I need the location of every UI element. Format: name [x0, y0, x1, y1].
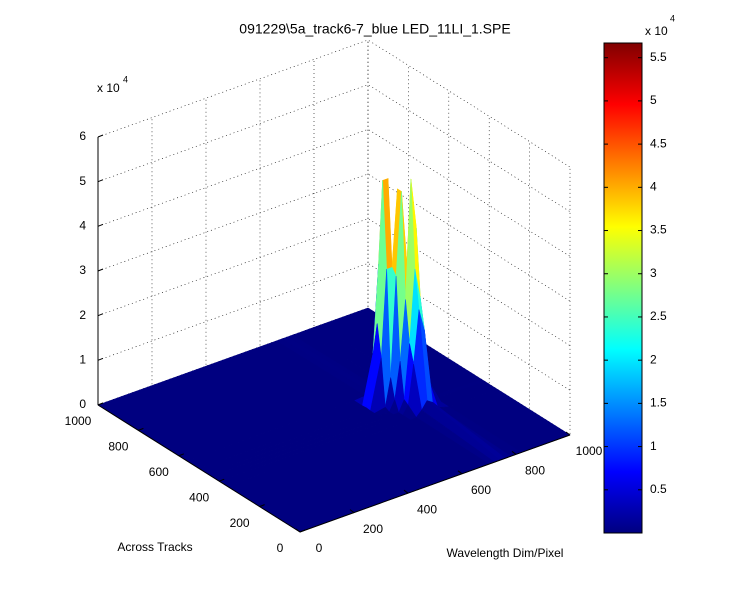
x-tick-label: 600 — [471, 483, 491, 497]
z-tick — [97, 313, 104, 317]
z-tick-label: 6 — [79, 129, 86, 143]
x-tick-label: 200 — [363, 522, 383, 536]
y-tick — [219, 478, 225, 482]
colorbar-tick-label: 3.5 — [650, 223, 667, 237]
z-tick-label: 3 — [79, 263, 86, 277]
chart-title: 091229\5a_track6-7_blue LED_11LI_1.SPE — [239, 21, 510, 37]
y-tick-label: 1000 — [65, 414, 92, 428]
y-tick-label: 600 — [149, 465, 169, 479]
colorbar-tick-label: 2 — [650, 352, 657, 366]
z-tick — [97, 268, 104, 272]
x-axis-label: Wavelength Dim/Pixel — [447, 546, 564, 560]
z-tick-label: 1 — [79, 353, 86, 367]
z-tick — [97, 134, 104, 138]
colorbar-tick-label: 1.5 — [650, 396, 667, 410]
z-tick — [97, 179, 104, 183]
y-tick — [259, 504, 265, 508]
x-tick — [457, 470, 463, 475]
x-tick — [349, 509, 355, 513]
surface — [97, 178, 571, 533]
y-tick — [299, 529, 306, 533]
x-tick — [511, 450, 517, 455]
colorbar-tick-label: 2.5 — [650, 309, 667, 323]
z-tick-label: 4 — [79, 219, 86, 233]
y-tick-label: 800 — [108, 440, 128, 454]
z-tick-label: 2 — [79, 308, 86, 322]
x-axis-line — [299, 434, 571, 533]
y-tick — [178, 453, 184, 457]
colorbar — [603, 42, 643, 534]
x-tick — [403, 489, 409, 494]
y-tick-label: 200 — [230, 516, 250, 530]
z-tick — [97, 223, 104, 227]
colorbar-tick-label: 5.5 — [650, 50, 667, 64]
colorbar-exponent: 4 — [670, 13, 675, 23]
y-axis-label: Across Tracks — [117, 540, 192, 554]
colorbar-tick-label: 1 — [650, 439, 657, 453]
z-exponent: 4 — [123, 74, 128, 84]
z-tick — [97, 357, 104, 361]
x-tick — [565, 431, 571, 436]
colorbar-tick-label: 4 — [650, 179, 657, 193]
colorbar-tick-label: 4.5 — [650, 136, 667, 150]
colorbar-multiplier: x 10 — [645, 24, 668, 38]
z-multiplier: x 10 — [97, 81, 120, 95]
x-tick-label: 400 — [417, 502, 437, 516]
colorbar-tick-label: 3 — [650, 266, 657, 280]
x-tick — [295, 528, 301, 533]
x-tick-label: 1000 — [576, 444, 603, 458]
colorbar-tick-label: 5 — [650, 93, 657, 107]
z-tick-label: 0 — [79, 397, 86, 411]
x-tick-label: 0 — [316, 541, 323, 555]
y-tick — [138, 427, 144, 431]
y-axis-line — [97, 404, 301, 533]
colorbar-tick-label: 0.5 — [650, 482, 667, 496]
y-tick-label: 400 — [189, 490, 209, 504]
y-tick-label: 0 — [277, 541, 284, 555]
x-tick-label: 800 — [525, 464, 545, 478]
z-tick-label: 5 — [79, 174, 86, 188]
y-tick — [97, 402, 104, 406]
